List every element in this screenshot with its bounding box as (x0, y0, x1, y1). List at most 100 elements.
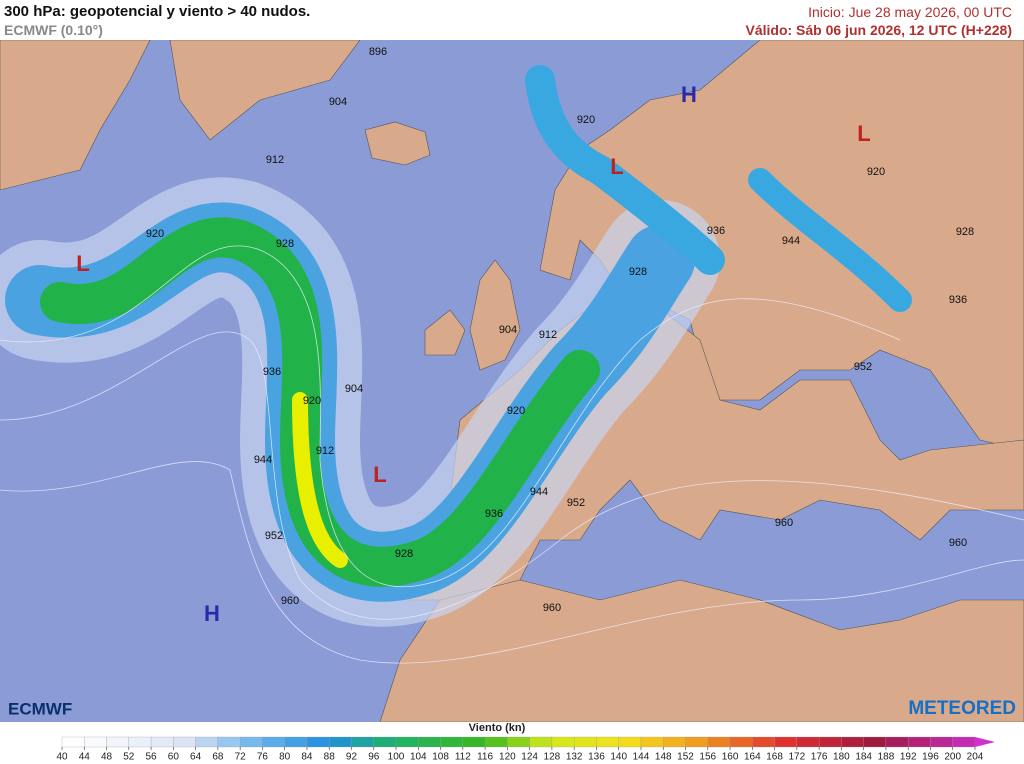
contour-label: 920 (303, 395, 321, 407)
contour-label: 936 (263, 366, 281, 378)
legend-tick-label: 128 (544, 752, 561, 763)
legend-tick-label: 76 (257, 752, 269, 763)
legend-swatch (284, 736, 308, 748)
legend-tick-label: 72 (235, 752, 247, 763)
legend-tick-label: 44 (79, 752, 91, 763)
legend: Viento (kn) 40 44 48 52 56 60 64 68 72 76 80 84 88 92… (56, 722, 995, 763)
legend-tick-label: 80 (279, 752, 291, 763)
legend-tick-label: 120 (499, 752, 516, 763)
legend-swatch (975, 737, 995, 747)
legend-swatch (306, 736, 330, 748)
legend-tick-label: 168 (766, 752, 783, 763)
legend-swatch (551, 736, 575, 748)
legend-tick-label: 124 (521, 752, 538, 763)
jet-stream (0, 65, 912, 627)
legend-swatch (507, 736, 530, 748)
legend-swatch (329, 736, 352, 748)
jet-north (525, 65, 725, 275)
legend-tick-label: 180 (833, 752, 850, 763)
contour-label: 928 (629, 266, 647, 278)
legend-tick-label: 140 (610, 752, 627, 763)
logo-meteored: METEORED (908, 698, 1016, 719)
land-ireland (424, 309, 466, 356)
title: 300 hPa: geopotencial y viento > 40 nudo… (4, 3, 311, 20)
legend-swatch (640, 736, 664, 748)
legend-tick-label: 192 (900, 752, 917, 763)
logo-ecmwf: ECMWF (8, 699, 72, 718)
legend-swatch (752, 736, 775, 748)
contour-label: 936 (707, 225, 725, 237)
legend-swatch (351, 736, 374, 748)
model: ECMWF (0.10°) (4, 22, 103, 38)
legend-tick-label: 200 (944, 752, 961, 763)
legend-swatch (239, 736, 263, 748)
legend-swatch (952, 736, 976, 748)
legend-tick-label: 148 (655, 752, 672, 763)
land-greenland (0, 40, 151, 191)
contour-label: 928 (956, 226, 974, 238)
legend-swatch (395, 736, 419, 748)
legend-swatch (863, 736, 887, 748)
land-britain (469, 259, 521, 371)
contour-label: 944 (782, 235, 800, 247)
legend-swatch (462, 736, 486, 748)
legend-tick-label: 112 (455, 752, 471, 763)
contour-label: 944 (530, 486, 548, 498)
legend-swatch (574, 736, 597, 748)
contour-label: 936 (485, 508, 503, 520)
legend-tick-label: 176 (811, 752, 828, 763)
legend-tick-label: 172 (789, 752, 806, 763)
init-time: Inicio: Jue 28 may 2026, 00 UTC (808, 4, 1012, 20)
legend-swatch (262, 736, 285, 748)
legend-swatch (796, 736, 820, 748)
legend-swatch (663, 736, 686, 748)
legend-swatch (774, 736, 798, 748)
contour-label: 912 (316, 445, 334, 457)
contour-label: 896 (369, 46, 387, 58)
legend-swatch (885, 736, 909, 748)
contour-label: 904 (499, 324, 517, 336)
legend-tick-label: 144 (633, 752, 650, 763)
contour-label: 928 (395, 548, 413, 560)
contour-label: 928 (276, 238, 294, 250)
contour-label: 912 (539, 329, 557, 341)
land (0, 40, 1024, 722)
legend-swatch (418, 736, 441, 748)
legend-tick-label: 196 (922, 752, 939, 763)
legend-swatch (529, 736, 553, 748)
legend-tick-label: 132 (566, 752, 583, 763)
legend-swatch (106, 736, 129, 748)
legend-swatch (729, 736, 753, 748)
legend-swatch (84, 736, 107, 748)
legend-tick-label: 116 (477, 752, 493, 763)
contour-label: 920 (867, 166, 885, 178)
legend-tick-label: 68 (212, 752, 224, 763)
land-iceland (364, 121, 431, 166)
isohypse (0, 461, 1024, 664)
legend-swatch (61, 736, 85, 748)
valid-time: Válido: Sáb 06 jun 2026, 12 UTC (H+228) (745, 22, 1013, 38)
isohypse (0, 331, 1024, 620)
legend-swatch (930, 736, 953, 748)
pressure-center: H (204, 601, 220, 626)
contour-label: 912 (266, 154, 284, 166)
jet-east (748, 168, 912, 312)
legend-title: Viento (kn) (469, 722, 526, 734)
contour-label: 960 (543, 602, 561, 614)
legend-tick-label: 164 (744, 752, 761, 763)
legend-swatch (128, 736, 152, 748)
contour-label: 944 (254, 454, 272, 466)
legend-tick-label: 52 (123, 752, 135, 763)
legend-tick-label: 64 (190, 752, 202, 763)
legend-tick-label: 136 (588, 752, 605, 763)
legend-swatch (217, 736, 241, 748)
jet-band-125 (292, 392, 348, 568)
legend-tick-label: 92 (346, 752, 358, 763)
legend-swatch (150, 736, 174, 748)
pressure-center: L (76, 251, 89, 276)
legend-swatch (195, 736, 219, 748)
legend-tick-label: 108 (432, 752, 449, 763)
legend-swatch (440, 736, 463, 748)
legend-tick-label: 60 (168, 752, 180, 763)
legend-swatch (618, 736, 642, 748)
